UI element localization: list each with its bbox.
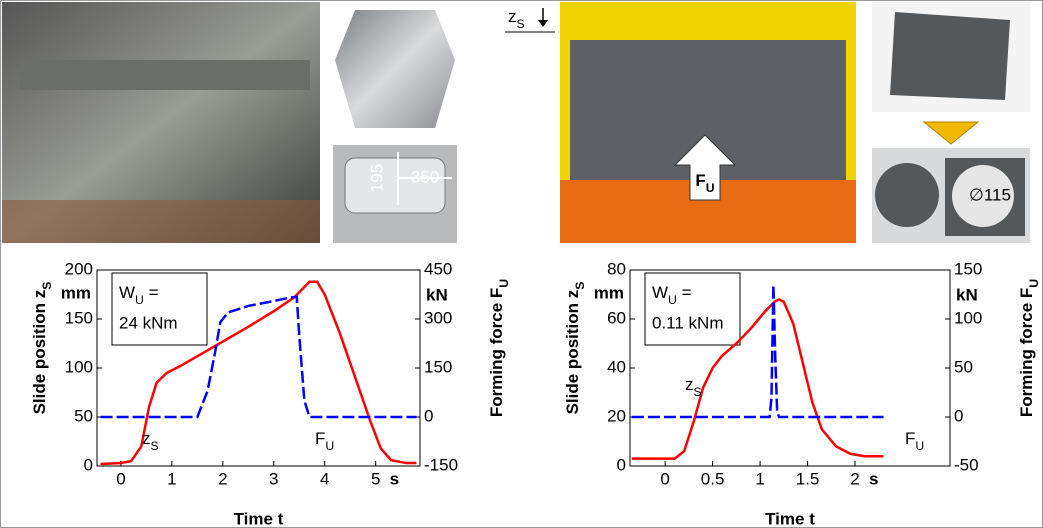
dim-width: 350 bbox=[411, 167, 439, 186]
y2-tick-label: 300 bbox=[424, 308, 452, 327]
subscript: S bbox=[694, 385, 702, 399]
x-tick-label: 2 bbox=[850, 469, 859, 488]
x-axis-label: Time t bbox=[234, 509, 284, 528]
y-tick-label: 50 bbox=[74, 406, 93, 425]
y-tick-label: 80 bbox=[607, 259, 626, 278]
x-tick-label: 1 bbox=[755, 469, 764, 488]
subscript: S bbox=[151, 439, 159, 453]
subscript: U bbox=[497, 279, 511, 288]
y-axis-label: Slide position zS bbox=[30, 282, 54, 415]
x-axis-label: Time t bbox=[765, 509, 815, 528]
dim-height: 195 bbox=[367, 164, 386, 192]
subscript: S bbox=[517, 17, 525, 31]
y-tick-label: 200 bbox=[65, 259, 93, 278]
y2-unit: kN bbox=[426, 285, 448, 304]
subscript: S bbox=[40, 282, 54, 290]
x-unit: s bbox=[869, 469, 878, 488]
y2-tick-label: -150 bbox=[424, 455, 458, 474]
text-part: = bbox=[144, 283, 159, 302]
y2-unit: kN bbox=[956, 285, 978, 304]
y2-tick-label: 150 bbox=[424, 357, 452, 376]
y-tick-label: 40 bbox=[607, 357, 626, 376]
x-tick-label: 0 bbox=[660, 469, 669, 488]
subscript: S bbox=[573, 282, 587, 290]
text-part: W bbox=[119, 283, 135, 302]
series-label: FU bbox=[315, 429, 334, 453]
y-unit: mm bbox=[61, 283, 91, 302]
annotation-line: 0.11 kNm bbox=[652, 313, 724, 332]
x-tick-label: 0 bbox=[116, 469, 125, 488]
subscript: U bbox=[1027, 279, 1041, 288]
y-tick-label: 150 bbox=[65, 308, 93, 327]
y2-tick-label: 450 bbox=[424, 259, 452, 278]
photo-sheet bbox=[890, 12, 1010, 100]
y2-axis-label: Forming force FU bbox=[487, 279, 511, 417]
text-part: Forming force F bbox=[1017, 288, 1036, 417]
text-part: Slide position z bbox=[563, 290, 582, 415]
subscript: U bbox=[668, 293, 677, 307]
y-axis-label: Slide position zS bbox=[563, 282, 587, 415]
y2-tick-label: 0 bbox=[954, 406, 963, 425]
text-part: F bbox=[315, 429, 325, 448]
text-part: z bbox=[508, 7, 517, 26]
text-part: z bbox=[142, 429, 151, 448]
slide-label: zS bbox=[508, 7, 525, 31]
text-part: z bbox=[685, 375, 694, 394]
photo-blank bbox=[335, 10, 455, 128]
photo-detail bbox=[20, 60, 310, 90]
y2-tick-label: 50 bbox=[954, 357, 973, 376]
x-tick-label: 2 bbox=[218, 469, 227, 488]
x-tick-label: 0.5 bbox=[701, 469, 725, 488]
y2-tick-label: 100 bbox=[954, 308, 982, 327]
text-part: = bbox=[677, 283, 692, 302]
text-part: W bbox=[652, 283, 668, 302]
arrow-down bbox=[924, 122, 978, 144]
text-part: Slide position z bbox=[30, 290, 49, 415]
y-unit: mm bbox=[594, 283, 624, 302]
y2-axis-label: Forming force FU bbox=[1017, 279, 1041, 417]
y2-tick-label: -50 bbox=[954, 455, 979, 474]
photo-disc bbox=[875, 163, 939, 227]
x-tick-label: 1 bbox=[167, 469, 176, 488]
y2-tick-label: 0 bbox=[424, 406, 433, 425]
text-part: Forming force F bbox=[487, 288, 506, 417]
x-tick-label: 3 bbox=[269, 469, 278, 488]
series-label: zS bbox=[142, 429, 159, 453]
diameter-label: ∅115 bbox=[969, 185, 1011, 204]
x-unit: s bbox=[390, 469, 399, 488]
subscript: U bbox=[706, 181, 715, 195]
y-tick-label: 20 bbox=[607, 406, 626, 425]
y-tick-label: 0 bbox=[617, 455, 626, 474]
x-tick-label: 4 bbox=[320, 469, 329, 488]
slide-arrow-head bbox=[538, 20, 548, 27]
series-label: zS bbox=[685, 375, 702, 399]
x-tick-label: 5 bbox=[371, 469, 380, 488]
figure: 195 350 FU zS ∅115 050100150200-15001503… bbox=[0, 0, 1043, 528]
subscript: U bbox=[325, 439, 334, 453]
series-label: FU bbox=[905, 429, 924, 453]
y-tick-label: 0 bbox=[84, 455, 93, 474]
photo-detail bbox=[2, 200, 320, 243]
subscript: U bbox=[135, 293, 144, 307]
x-tick-label: 1.5 bbox=[796, 469, 820, 488]
annotation-line: 24 kNm bbox=[119, 313, 178, 332]
subscript: U bbox=[915, 439, 924, 453]
y-tick-label: 60 bbox=[607, 308, 626, 327]
y-tick-label: 100 bbox=[65, 357, 93, 376]
text-part: F bbox=[905, 429, 915, 448]
text-part: F bbox=[695, 171, 705, 190]
y2-tick-label: 150 bbox=[954, 259, 982, 278]
